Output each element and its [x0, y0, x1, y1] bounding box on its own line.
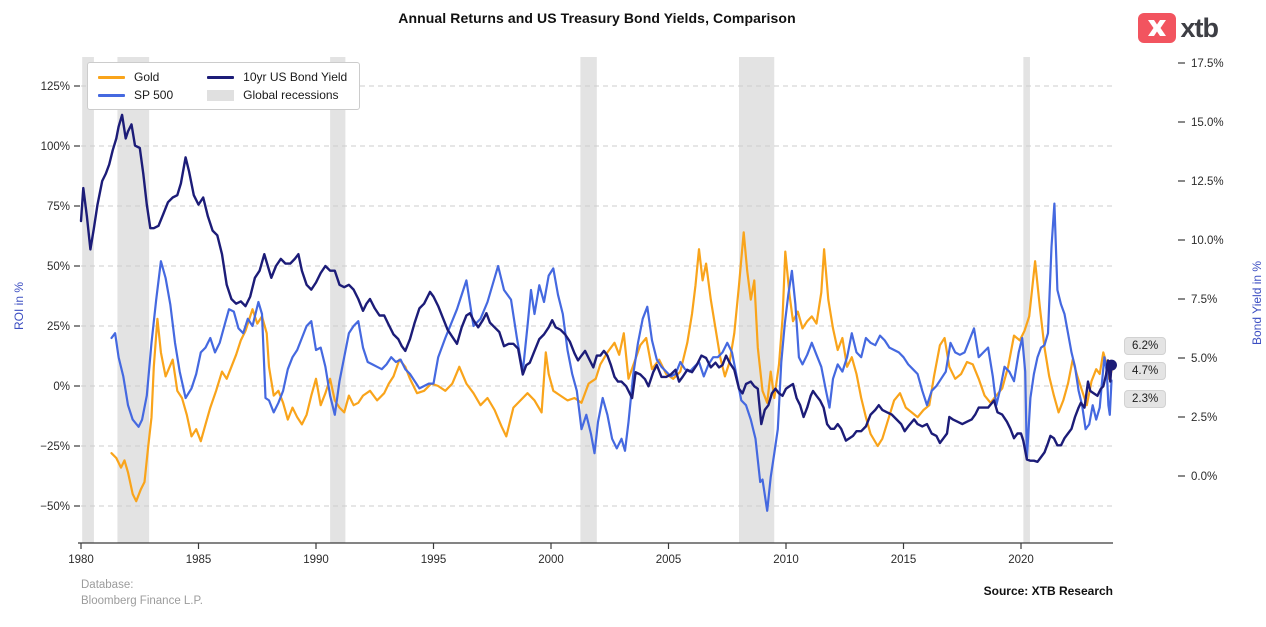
- x-tick-label: 2010: [773, 554, 799, 566]
- y-left-tick-label: −25%: [40, 441, 70, 453]
- y-left-tick-label: 100%: [41, 141, 70, 153]
- xtb-logo-text: xtb: [1180, 12, 1219, 43]
- x-tick-label: 2000: [538, 554, 564, 566]
- y-left-tick-label: 75%: [47, 201, 70, 213]
- x-glyph-icon: [1147, 20, 1166, 36]
- xtb-logo-icon: [1137, 13, 1176, 43]
- xtb-logo: xtb: [1137, 12, 1219, 43]
- y-left-tick-label: 50%: [47, 261, 70, 273]
- y-left-tick-label: 125%: [41, 81, 70, 93]
- recession-band: [739, 57, 775, 543]
- y-left-tick-label: 0%: [53, 381, 70, 393]
- x-tick-label: 2020: [1008, 554, 1034, 566]
- legend-label: Global recessions: [243, 88, 339, 102]
- recession-band: [330, 57, 346, 543]
- y-left-tick-label: −50%: [40, 501, 70, 513]
- legend-swatch-icon: [207, 75, 235, 79]
- sp-500-line: [110, 202, 1113, 512]
- legend-item-sp-500: SP 500: [98, 88, 173, 102]
- y-right-tick-label: 5.0%: [1191, 353, 1217, 365]
- database-name: Bloomberg Finance L.P.: [81, 594, 203, 607]
- y-right-tick-label: 12.5%: [1191, 176, 1224, 188]
- end-value-badge: 2.3%: [1124, 390, 1167, 408]
- x-tick-label: 2015: [891, 554, 917, 566]
- legend-item-global-recessions: Global recessions: [207, 88, 347, 102]
- database-note: Database: Bloomberg Finance L.P.: [81, 578, 203, 609]
- end-value-badge: 4.7%: [1124, 362, 1167, 380]
- y-right-tick-label: 0.0%: [1191, 471, 1217, 483]
- x-tick-label: 2005: [656, 554, 682, 566]
- x-tick-label: 1990: [303, 554, 329, 566]
- 10yr-us-bond-yield-line: [79, 113, 1113, 463]
- legend-swatch-icon: [98, 75, 125, 79]
- legend-item-10yr-us-bond-yield: 10yr US Bond Yield: [207, 70, 347, 84]
- end-value-badge: 6.2%: [1124, 337, 1167, 355]
- database-label: Database:: [81, 579, 134, 591]
- x-tick-label: 1980: [68, 554, 94, 566]
- recession-band: [82, 57, 94, 543]
- y-left-tick-label: 25%: [47, 321, 70, 333]
- source-note: Source: XTB Research: [983, 584, 1113, 598]
- recession-band: [580, 57, 597, 543]
- legend-label: 10yr US Bond Yield: [243, 70, 348, 84]
- y-right-tick-label: 7.5%: [1191, 294, 1217, 306]
- chart-title: Annual Returns and US Treasury Bond Yiel…: [398, 10, 796, 26]
- recession-band: [1023, 57, 1030, 543]
- x-tick-label: 1995: [421, 554, 447, 566]
- left-axis-title: ROI in %: [12, 281, 26, 330]
- y-right-tick-label: 10.0%: [1191, 235, 1224, 247]
- bond-yield-end-dot: [1105, 359, 1117, 371]
- y-right-tick-label: 17.5%: [1191, 58, 1224, 70]
- legend-label: Gold: [134, 70, 160, 84]
- legend-swatch-icon: [98, 93, 125, 97]
- legend-item-gold: Gold: [98, 70, 173, 84]
- legend-swatch-icon: [207, 89, 235, 101]
- y-right-tick-label: 15.0%: [1191, 117, 1224, 129]
- x-tick-label: 1985: [186, 554, 212, 566]
- legend-label: SP 500: [134, 88, 174, 102]
- y-right-tick-label: 2.5%: [1191, 412, 1217, 424]
- legend: Gold 10yr US Bond Yield SP 500 Global reces…: [87, 62, 361, 110]
- right-axis-title: Bond Yield in %: [1250, 260, 1264, 345]
